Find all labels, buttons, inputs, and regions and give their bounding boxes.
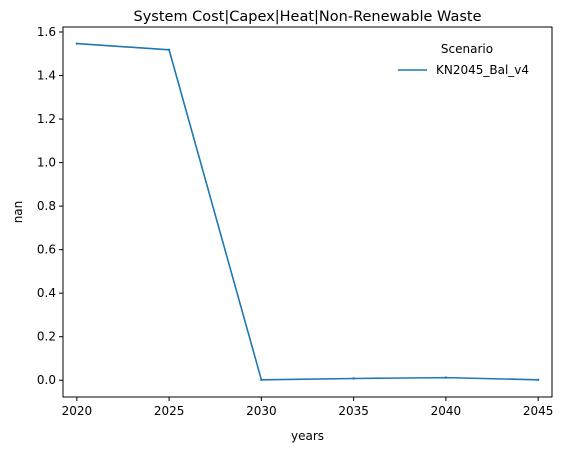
data-point	[352, 377, 355, 380]
x-tick-label: 2025	[154, 404, 185, 418]
series-layer	[75, 42, 540, 382]
data-point	[167, 48, 171, 52]
series-line	[76, 42, 539, 381]
data-point	[536, 378, 540, 382]
data-point	[260, 378, 263, 382]
legend: Scenario KN2045_Bal_v4	[398, 42, 529, 77]
legend-title: Scenario	[441, 42, 493, 56]
x-axis-label: years	[291, 429, 324, 443]
x-tick-label: 2045	[523, 404, 554, 418]
y-axis-ticks: 0.0 0.2 0.4 0.6 0.8 1.0 1.2 1.4 1.6	[37, 25, 63, 387]
x-axis-ticks: 2020 2025 2030 2035 2040 2045	[62, 397, 554, 418]
y-tick-label: 1.6	[37, 25, 56, 39]
chart-title: System Cost|Capex|Heat|Non-Renewable Was…	[134, 9, 482, 25]
x-tick-label: 2030	[246, 404, 277, 418]
y-tick-label: 0.4	[37, 286, 56, 300]
y-tick-label: 0.2	[37, 330, 56, 344]
x-tick-label: 2035	[338, 404, 369, 418]
y-tick-label: 1.2	[37, 112, 56, 126]
x-tick-label: 2020	[62, 404, 93, 418]
y-tick-label: 0.8	[37, 199, 56, 213]
x-tick-label: 2040	[431, 404, 462, 418]
plot-frame	[62, 26, 553, 398]
y-tick-label: 0.6	[37, 243, 56, 257]
y-axis-label: nan	[11, 201, 25, 224]
y-tick-label: 1.0	[37, 156, 56, 170]
y-tick-label: 0.0	[37, 373, 56, 387]
data-point	[444, 376, 448, 379]
legend-label: KN2045_Bal_v4	[436, 63, 529, 77]
y-tick-label: 1.4	[37, 69, 56, 83]
data-point	[75, 42, 79, 45]
